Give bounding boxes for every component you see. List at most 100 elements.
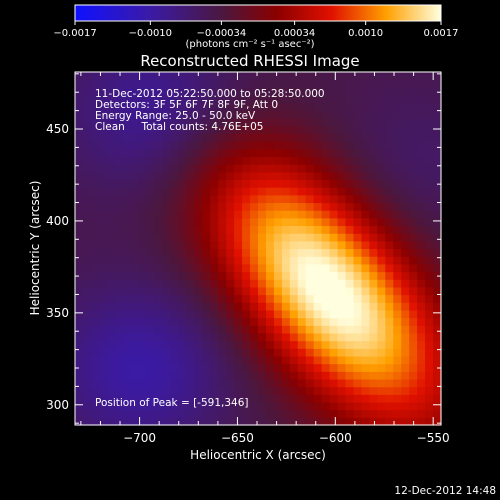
heatmap-cell — [82, 309, 92, 319]
heatmap-cell — [361, 79, 370, 88]
heatmap-cell — [194, 164, 203, 173]
heatmap-cell — [297, 363, 307, 372]
heatmap-cell — [321, 294, 331, 303]
heatmap-cell — [82, 95, 92, 104]
heatmap-cell — [210, 386, 219, 395]
heatmap-cell — [377, 225, 386, 234]
heatmap-cell — [98, 110, 108, 119]
heatmap-cell — [361, 141, 370, 150]
heatmap-cell — [178, 302, 187, 311]
heatmap-cell — [329, 240, 339, 250]
heatmap-cell — [273, 79, 283, 88]
heatmap-cell — [297, 110, 307, 119]
heatmap-cell — [409, 355, 418, 365]
heatmap-cell — [138, 79, 148, 88]
heatmap-cell — [313, 240, 323, 250]
heatmap-cell — [353, 148, 363, 158]
heatmap-cell — [273, 72, 283, 81]
heatmap-cell — [234, 133, 243, 142]
heatmap-cell — [130, 409, 140, 418]
heatmap-cell — [281, 171, 291, 181]
heatmap-cell — [162, 187, 172, 196]
heatmap-cell — [154, 164, 164, 173]
heatmap-cell — [218, 133, 227, 142]
heatmap-cell — [138, 271, 148, 280]
heatmap-cell — [433, 233, 442, 242]
heatmap-cell — [75, 332, 84, 342]
heatmap-cell — [258, 210, 267, 219]
heatmap-cell — [417, 110, 426, 119]
heatmap-cell — [329, 279, 339, 288]
heatmap-cell — [425, 240, 434, 250]
heatmap-cell — [281, 417, 291, 426]
heatmap-cell — [106, 279, 116, 288]
heatmap-cell — [377, 263, 386, 273]
heatmap-cell — [98, 102, 108, 111]
heatmap-cell — [130, 332, 140, 342]
heatmap-cell — [417, 79, 426, 88]
heatmap-cell — [202, 125, 211, 134]
heatmap-cell — [297, 79, 307, 88]
heatmap-cell — [353, 248, 363, 257]
heatmap-cell — [122, 179, 132, 188]
heatmap-cell — [114, 256, 124, 265]
heatmap-cell — [265, 355, 275, 365]
colorbar-ticks: −0.0017 −0.0010 −0.00034 0.00034 0.0010 0.001… — [53, 21, 459, 39]
heatmap-cell — [210, 401, 219, 411]
heatmap-cell — [106, 179, 116, 188]
heatmap-cell — [425, 386, 434, 395]
heatmap-cell — [409, 148, 418, 158]
heatmap-cell — [385, 401, 394, 411]
heatmap-cell — [425, 325, 434, 334]
heatmap-cell — [433, 309, 442, 319]
heatmap-cell — [234, 309, 243, 319]
heatmap-cell — [90, 233, 100, 242]
heatmap-cell — [361, 378, 370, 388]
heatmap-cell — [122, 417, 132, 426]
heatmap-cell — [75, 125, 84, 134]
heatmap-cell — [385, 386, 394, 395]
heatmap-cell — [273, 386, 283, 395]
heatmap-cell — [337, 256, 347, 265]
heatmap-cell — [329, 133, 339, 142]
heatmap-cell — [281, 363, 291, 372]
heatmap-cell — [361, 417, 370, 426]
heatmap-cell — [409, 409, 418, 418]
heatmap-cell — [409, 394, 418, 403]
heatmap-cell — [106, 79, 116, 88]
heatmap-cell — [98, 371, 108, 380]
heatmap-cell — [393, 141, 402, 150]
heatmap-cell — [297, 279, 307, 288]
heatmap-cell — [106, 210, 116, 219]
heatmap-cell — [425, 95, 434, 104]
heatmap-cell — [353, 202, 363, 211]
heatmap-cell — [281, 133, 291, 142]
heatmap-cell — [170, 240, 180, 250]
heatmap-cell — [345, 95, 355, 104]
heatmap-cell — [258, 133, 267, 142]
heatmap-cell — [170, 248, 180, 257]
heatmap-cell — [154, 371, 164, 380]
heatmap-cell — [122, 72, 132, 81]
heatmap-cell — [273, 125, 283, 134]
heatmap-cell — [345, 217, 355, 227]
heatmap-cell — [385, 309, 394, 319]
heatmap-cell — [178, 72, 187, 81]
heatmap-cell — [186, 141, 195, 150]
heatmap-cell — [321, 279, 331, 288]
heatmap-cell — [186, 164, 195, 173]
heatmap-cell — [106, 95, 116, 104]
heatmap-cell — [138, 348, 148, 357]
heatmap-cell — [433, 394, 442, 403]
heatmap-cell — [82, 225, 92, 234]
heatmap-cell — [265, 325, 275, 334]
heatmap-cell — [281, 72, 291, 81]
heatmap-cell — [114, 294, 124, 303]
heatmap-cell — [409, 309, 418, 319]
heatmap-cell — [297, 156, 307, 165]
heatmap-cell — [242, 371, 251, 380]
heatmap-cell — [289, 164, 299, 173]
heatmap-cell — [377, 217, 386, 227]
heatmap-cell — [210, 286, 219, 296]
heatmap-cell — [305, 248, 315, 257]
